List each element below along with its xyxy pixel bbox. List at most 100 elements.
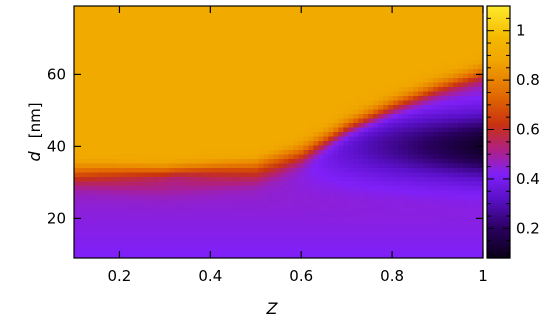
heatmap-cell	[128, 199, 135, 205]
heatmap-cell	[118, 82, 125, 88]
heatmap-cell	[463, 24, 469, 30]
heatmap-cell	[113, 6, 120, 12]
heatmap-cell	[293, 190, 300, 196]
heatmap-cell	[253, 114, 260, 120]
heatmap-cell	[313, 253, 319, 258]
heatmap-cell	[113, 91, 120, 97]
heatmap-cell	[74, 168, 80, 174]
heatmap-cell	[348, 105, 354, 111]
heatmap-cell	[273, 177, 280, 183]
heatmap-cell	[168, 159, 175, 165]
heatmap-cell	[233, 96, 240, 102]
heatmap-cell	[158, 55, 165, 61]
heatmap-cell	[383, 51, 389, 57]
heatmap-cell	[163, 132, 170, 138]
heatmap-cell	[123, 190, 130, 196]
heatmap-cell	[283, 244, 290, 250]
heatmap-cell	[453, 249, 459, 255]
heatmap-cell	[328, 19, 334, 25]
heatmap-cell	[353, 114, 359, 120]
heatmap-cell	[323, 226, 329, 232]
heatmap-cell	[353, 105, 359, 111]
heatmap-cell	[153, 127, 160, 133]
heatmap-cell	[193, 127, 200, 133]
heatmap-cell	[478, 33, 483, 39]
heatmap-cell	[238, 114, 245, 120]
heatmap-cell	[208, 136, 215, 142]
heatmap-cell	[168, 231, 175, 237]
heatmap-cell	[403, 159, 409, 165]
heatmap-cell	[93, 132, 100, 138]
heatmap-cell	[388, 28, 394, 34]
colorbar-segment	[487, 202, 510, 205]
heatmap-cell	[323, 154, 329, 160]
heatmap-cell	[193, 240, 200, 246]
heatmap-cell	[478, 195, 483, 201]
heatmap-cell	[208, 226, 215, 232]
heatmap-cell	[148, 78, 155, 84]
colorbar-segment	[487, 224, 510, 227]
heatmap-cell	[163, 231, 170, 237]
heatmap-cell	[213, 15, 220, 21]
heatmap-cell	[253, 73, 260, 79]
heatmap-cell	[318, 60, 324, 66]
heatmap-cell	[283, 132, 290, 138]
heatmap-cell	[83, 244, 90, 250]
heatmap-cell	[213, 249, 220, 255]
heatmap-cell	[163, 24, 170, 30]
heatmap-cell	[468, 226, 474, 232]
heatmap-cell	[443, 204, 449, 210]
heatmap-cell	[353, 91, 359, 97]
heatmap-cell	[353, 55, 359, 61]
heatmap-cell	[238, 82, 245, 88]
heatmap-cell	[153, 55, 160, 61]
heatmap-cell	[408, 159, 414, 165]
heatmap-cell	[398, 118, 404, 124]
heatmap-cell	[408, 96, 414, 102]
heatmap-cell	[123, 82, 130, 88]
heatmap-cell	[373, 222, 379, 228]
heatmap-cell	[308, 217, 315, 223]
heatmap-cell	[218, 33, 225, 39]
heatmap-cell	[268, 114, 275, 120]
heatmap-cell	[233, 42, 240, 48]
heatmap-cell	[233, 208, 240, 214]
heatmap-cell	[418, 172, 424, 178]
heatmap-cell	[323, 24, 329, 30]
heatmap-cell	[278, 199, 285, 205]
heatmap-cell	[203, 172, 210, 178]
heatmap-cell	[74, 123, 80, 129]
heatmap-cell	[223, 222, 230, 228]
heatmap-cell	[74, 15, 80, 21]
heatmap-cell	[373, 100, 379, 106]
heatmap-cell	[193, 19, 200, 25]
heatmap-cell	[303, 55, 310, 61]
heatmap-cell	[243, 118, 250, 124]
heatmap-cell	[158, 42, 165, 48]
heatmap-cell	[373, 199, 379, 205]
heatmap-cell	[333, 109, 339, 115]
heatmap-cell	[373, 141, 379, 147]
heatmap-cell	[128, 46, 135, 52]
heatmap-cell	[373, 249, 379, 255]
heatmap-cell	[353, 249, 359, 255]
heatmap-cell	[148, 136, 155, 142]
heatmap-cell	[248, 127, 255, 133]
heatmap-cell	[343, 199, 349, 205]
heatmap-cell	[83, 118, 90, 124]
heatmap-cell	[183, 244, 190, 250]
heatmap-cell	[83, 114, 90, 120]
heatmap-cell	[303, 244, 310, 250]
heatmap-cell	[383, 55, 389, 61]
heatmap-cell	[278, 154, 285, 160]
heatmap-cell	[283, 96, 290, 102]
heatmap-cell	[438, 204, 444, 210]
heatmap-cell	[258, 105, 265, 111]
heatmap-cell	[133, 204, 140, 210]
heatmap-cell	[238, 181, 245, 187]
heatmap-cell	[198, 100, 205, 106]
heatmap-cell	[343, 6, 349, 12]
heatmap-cell	[163, 100, 170, 106]
heatmap-cell	[123, 132, 130, 138]
heatmap-cell	[203, 87, 210, 93]
